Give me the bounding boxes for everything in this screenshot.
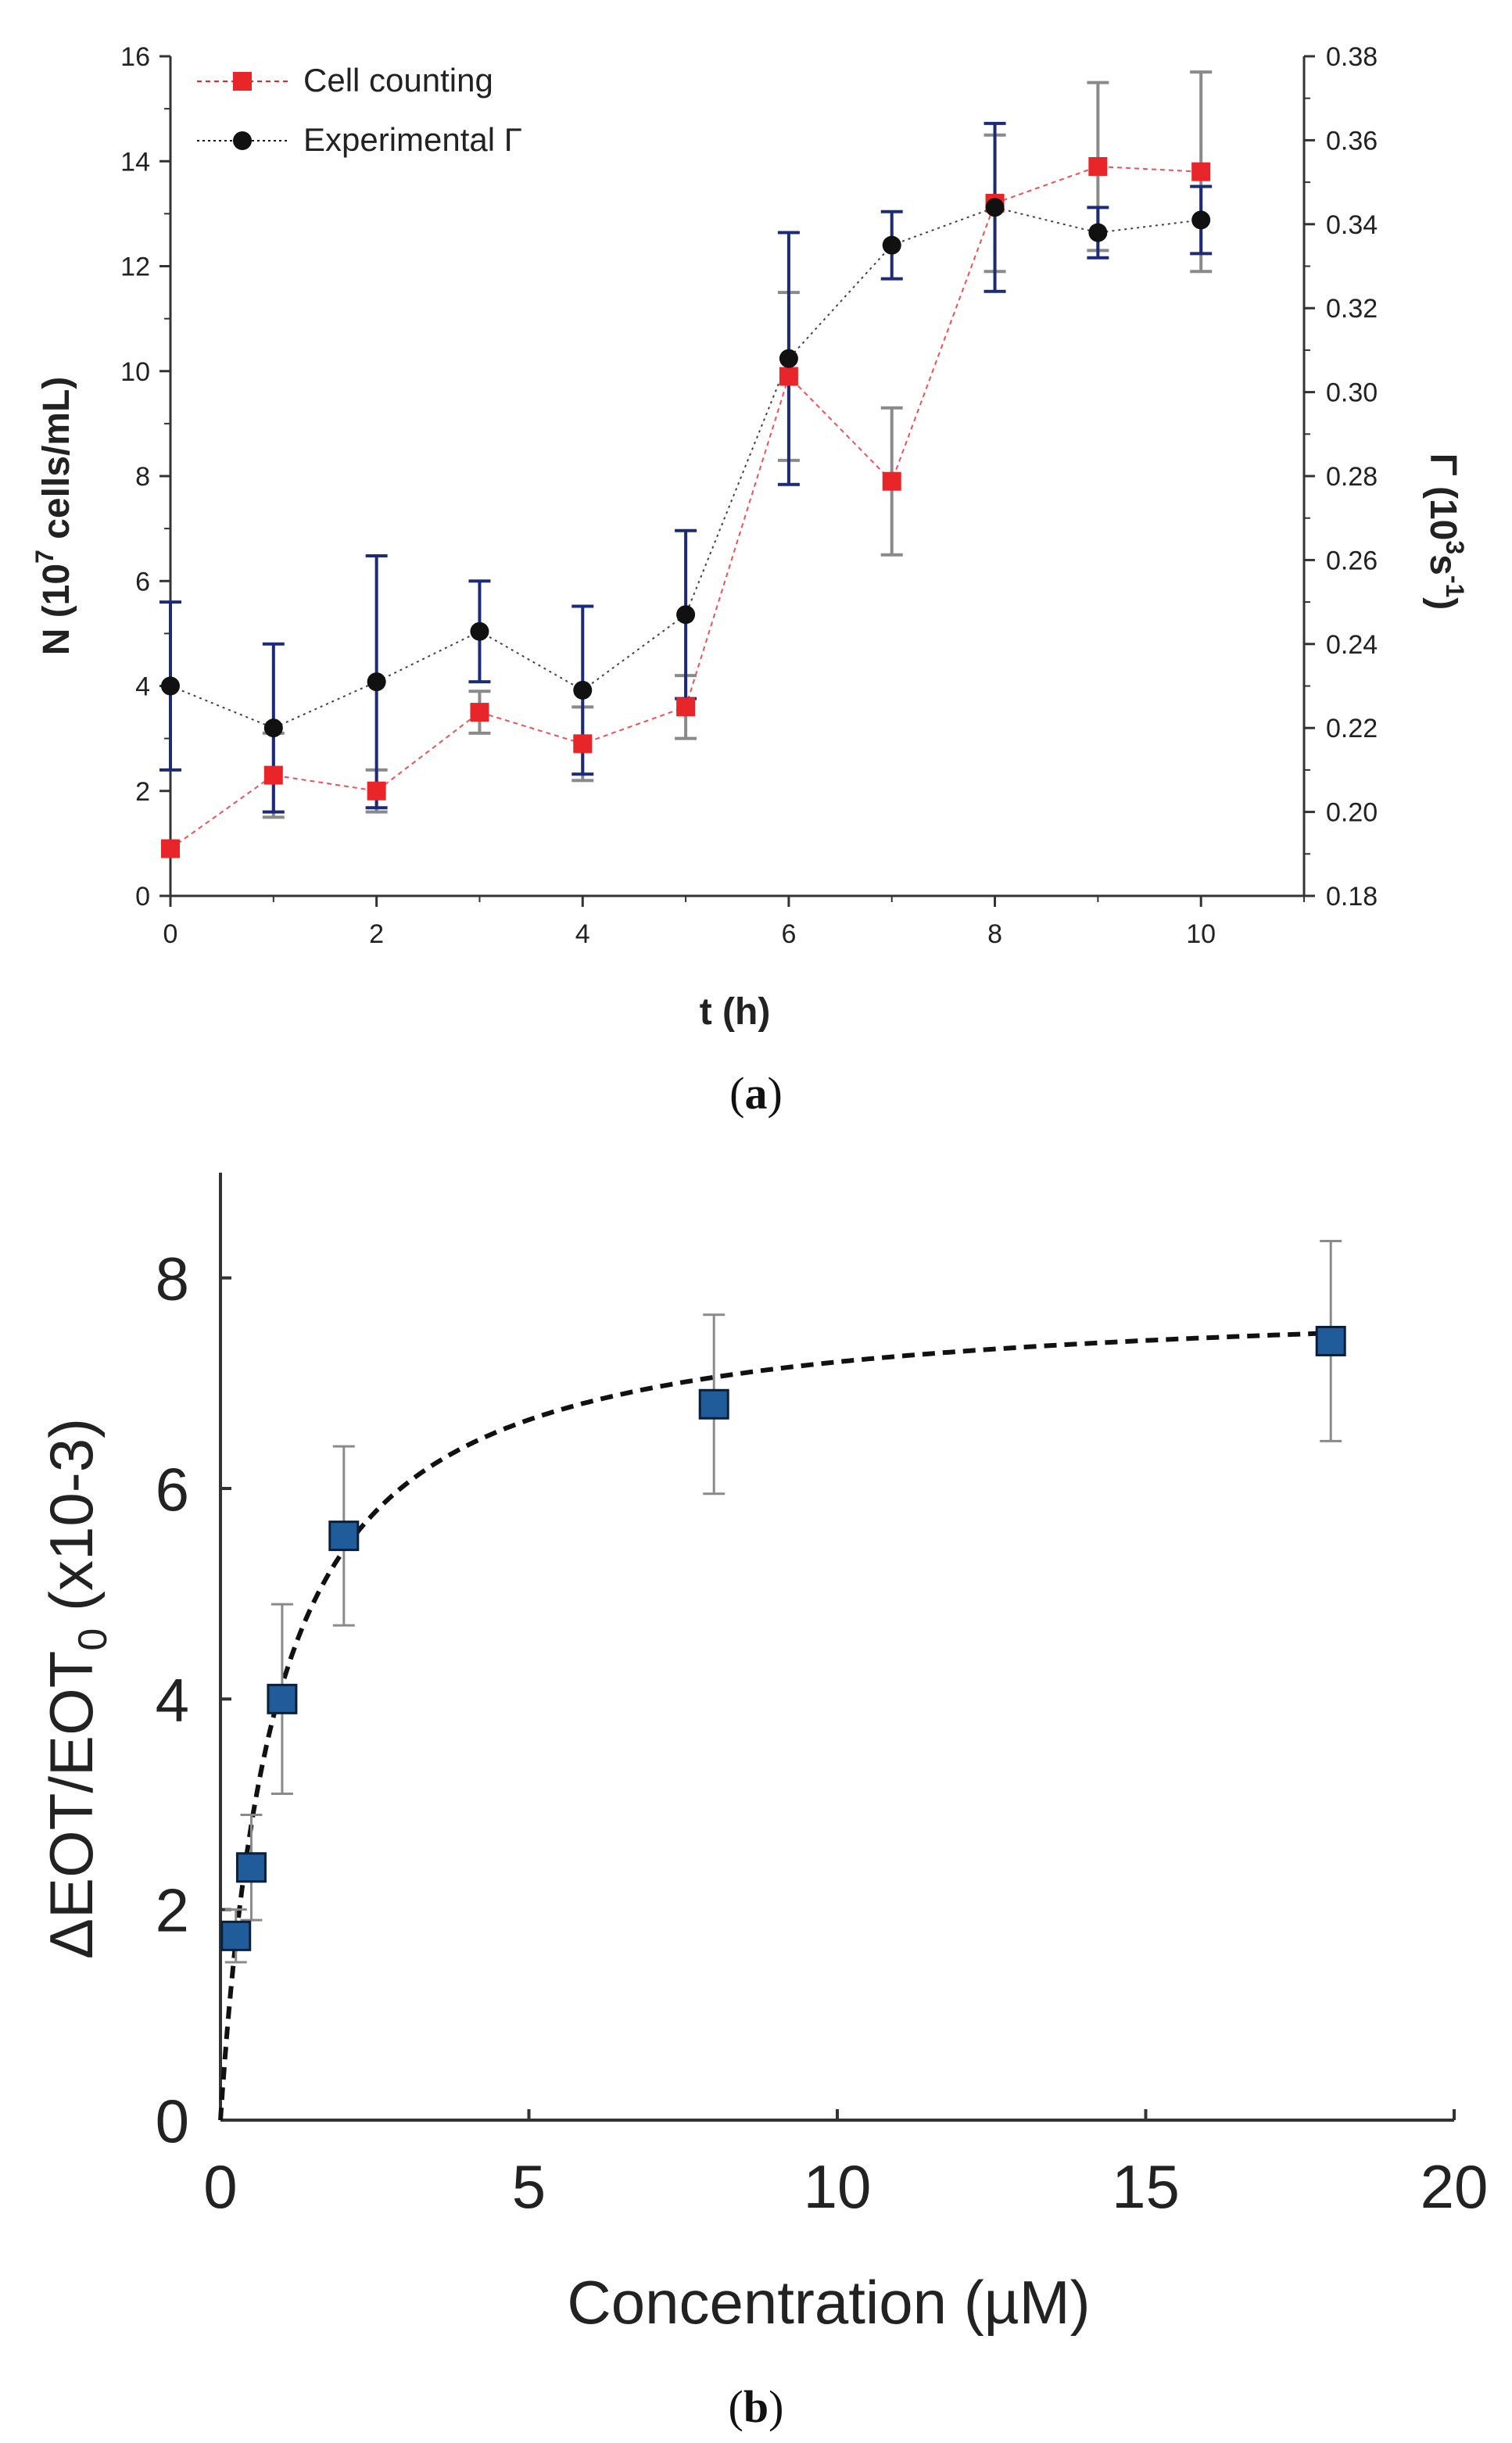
gamma-point	[676, 605, 696, 625]
chart-a-x-tick-label: 2	[369, 919, 384, 949]
cell-counting-point	[470, 703, 489, 722]
gamma-point	[263, 718, 283, 738]
legend-cell-counting-marker	[233, 72, 252, 91]
chart-b-y-tick-label: 8	[156, 1245, 189, 1313]
legend-gamma-marker	[233, 131, 252, 150]
chart-a-y2-tick-label: 0.36	[1326, 126, 1378, 156]
chart-a-cell-counting-points	[161, 156, 1211, 858]
chart-a-y2-tick-label: 0.28	[1326, 462, 1378, 492]
chart-a-y-tick-label: 12	[120, 253, 150, 282]
chart-a-y2-axis-label: Γ (103s-1)	[1422, 453, 1469, 611]
chart-b-x-tick-label: 5	[512, 2152, 546, 2221]
cell-counting-point	[573, 734, 593, 754]
chart-a-y-tick-label: 8	[135, 462, 150, 492]
chart-b-y-axis-label: ΔEOT/EOT0 (x10-3)	[37, 1418, 116, 1959]
chart-b-point	[698, 1388, 729, 1420]
chart-b-points	[220, 1325, 1346, 1951]
chart-b-point	[267, 1683, 298, 1714]
chart-a-y2-tick-label: 0.30	[1326, 378, 1378, 408]
chart-a-y2-tick-label: 0.22	[1326, 714, 1378, 743]
chart-b-point	[235, 1852, 267, 1883]
chart-a-x-tick-label: 0	[163, 919, 178, 949]
chart-b-x-tick-label: 0	[203, 2152, 237, 2221]
chart-a-axes	[159, 55, 1315, 907]
chart-a-x-tick-label: 8	[987, 919, 1002, 949]
chart-a-x-axis-label: t (h)	[700, 991, 771, 1033]
chart-a-y2-tick-label: 0.26	[1326, 546, 1378, 575]
chart-b-errorbars	[224, 1240, 1342, 1964]
gamma-point	[882, 235, 901, 255]
cell-counting-point	[161, 839, 180, 858]
cell-counting-point	[367, 781, 386, 801]
chart-b-y-tick-label: 0	[156, 2087, 189, 2155]
chart-a-y-tick-label: 16	[120, 42, 150, 72]
chart-a-cell-counting-errorbars	[262, 70, 1213, 819]
gamma-point	[1088, 223, 1108, 242]
chart-b-fit-path	[218, 1331, 1331, 2121]
chart-b-y-tick-label: 2	[156, 1876, 189, 1945]
cell-counting-line-path	[170, 165, 1202, 850]
chart-b-x-tick-label: 15	[1112, 2152, 1180, 2221]
cell-counting-point	[263, 765, 283, 785]
chart-b-y-tick-label: 4	[156, 1665, 189, 1734]
chart-a-y-tick-label: 0	[135, 882, 150, 912]
chart-a-y2-tick-label: 0.32	[1326, 294, 1378, 324]
chart-b-fit-curve	[218, 1331, 1331, 2121]
chart-a-tick-labels: 0 2 4 6 8 10 0 2 4 6 8 10 12 14 16 0.18 0.20 0.22 0.24 0.26…	[120, 42, 1378, 949]
chart-a-gamma-points	[161, 198, 1211, 738]
chart-b: 0 5 10 15 20 0 2 4 6 8 Concentration (µM) ΔEOT/EO…	[37, 1173, 1488, 2432]
chart-b-point	[1315, 1325, 1346, 1356]
chart-a-y-tick-label: 14	[120, 147, 150, 177]
panel-b-caption: (b)	[729, 2381, 784, 2432]
chart-a-y-tick-label: 2	[135, 777, 150, 807]
chart-a-y2-tick-label: 0.20	[1326, 798, 1378, 828]
chart-b-point	[220, 1920, 252, 1951]
chart-b-x-tick-label: 10	[804, 2152, 872, 2221]
chart-a-y2-tick-label: 0.18	[1326, 882, 1378, 912]
cell-counting-point	[1088, 156, 1108, 176]
chart-a-y-tick-label: 4	[135, 672, 150, 702]
chart-a-y2-tick-label: 0.34	[1326, 210, 1378, 240]
chart-a-y-tick-label: 6	[135, 567, 150, 596]
chart-a: 0 2 4 6 8 10 0 2 4 6 8 10 12 14 16 0.18 0.20 0.22 0.24 0.26…	[30, 42, 1469, 1119]
gamma-point	[1191, 210, 1211, 230]
chart-a-y2-tick-label: 0.24	[1326, 630, 1378, 660]
chart-a-y2-tick-label: 0.38	[1326, 42, 1378, 72]
cell-counting-point	[676, 697, 696, 717]
gamma-point	[779, 349, 798, 368]
legend-gamma-label: Experimental Γ	[303, 121, 522, 158]
gamma-point	[367, 672, 386, 692]
gamma-point	[985, 198, 1005, 217]
panel-a-caption: (a)	[729, 1068, 783, 1119]
chart-a-x-tick-label: 4	[575, 919, 590, 949]
cell-counting-point	[779, 367, 798, 386]
chart-a-y-axis-label: N (107 cells/mL)	[30, 377, 77, 656]
gamma-point	[470, 621, 489, 641]
legend-cell-counting-label: Cell counting	[303, 62, 493, 99]
chart-a-legend: Cell counting Experimental Γ	[197, 62, 522, 158]
chart-a-x-tick-label: 6	[781, 919, 796, 949]
chart-b-x-axis-label: Concentration (µM)	[567, 2268, 1090, 2337]
chart-b-axes	[219, 1173, 1456, 2122]
chart-a-y-tick-label: 10	[120, 357, 150, 387]
chart-a-cell-counting-line	[170, 165, 1202, 850]
gamma-point	[573, 680, 593, 700]
chart-b-point	[328, 1521, 360, 1552]
cell-counting-point	[882, 471, 901, 491]
chart-b-x-tick-label: 20	[1421, 2152, 1489, 2221]
gamma-point	[161, 676, 180, 696]
chart-b-tick-labels: 0 5 10 15 20 0 2 4 6 8	[156, 1245, 1489, 2221]
cell-counting-point	[1191, 162, 1211, 181]
chart-a-x-tick-label: 10	[1186, 919, 1216, 949]
chart-b-y-tick-label: 6	[156, 1455, 189, 1524]
